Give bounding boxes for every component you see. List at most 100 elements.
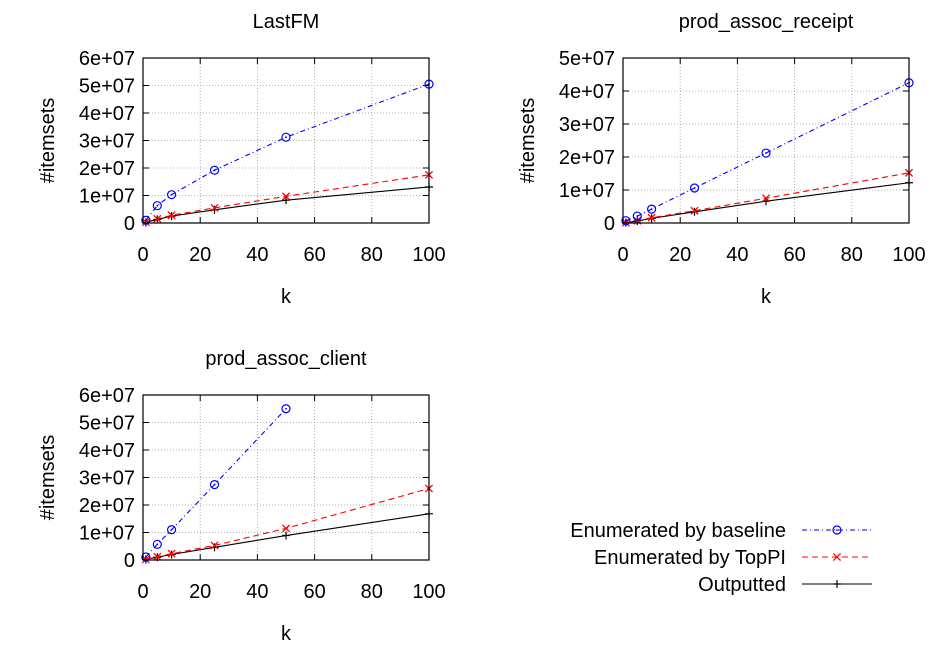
- data-point: [210, 203, 219, 212]
- series-1: [141, 404, 291, 562]
- y-tick-label: 1e+07: [79, 523, 135, 545]
- data-point-dot: [285, 136, 287, 139]
- x-tick-label: 20: [189, 244, 211, 266]
- y-tick-label: 5e+07: [79, 76, 135, 98]
- data-point-ring: [152, 201, 162, 211]
- x-axis-label: k: [281, 623, 292, 645]
- legend-label: Enumerated by TopPI: [594, 547, 786, 569]
- x-tick-label: 60: [303, 581, 325, 603]
- y-tick-label: 5e+07: [559, 48, 615, 70]
- series-2: [621, 168, 914, 227]
- y-axis-label: #itemsets: [37, 98, 59, 184]
- data-point: [141, 215, 151, 225]
- data-point-dot: [693, 187, 696, 189]
- x-tick-label: 60: [783, 244, 805, 266]
- x-tick-label: 100: [412, 581, 445, 603]
- chart-panel-3: prod_assoc_client 0 20 40 60 80 100 0 1e+07 2e+07…: [37, 348, 446, 645]
- data-point: [621, 216, 631, 226]
- legend-label: Enumerated by baseline: [570, 520, 786, 542]
- plot-frame: [142, 394, 430, 561]
- data-point: [647, 213, 656, 222]
- data-point-dot: [650, 208, 653, 211]
- chart-title: LastFM: [253, 11, 320, 33]
- data-point: [153, 214, 162, 223]
- x-tick-label: 0: [617, 244, 628, 266]
- x-axis-label: k: [281, 286, 292, 308]
- x-tick-label: 80: [361, 244, 383, 266]
- x-tick-label: 0: [137, 244, 148, 266]
- data-point: [167, 211, 176, 220]
- series-3: [141, 509, 433, 564]
- y-tick-label: 4e+07: [559, 81, 615, 103]
- data-point-ring: [646, 204, 657, 214]
- data-point-ring: [281, 404, 291, 414]
- data-point-ring: [141, 552, 151, 562]
- y-tick-label: 1e+07: [79, 186, 135, 208]
- x-tick-label: 40: [726, 244, 748, 266]
- x-tick-label: 20: [189, 581, 211, 603]
- x-tick-label: 100: [892, 244, 925, 266]
- data-point-dot: [170, 193, 173, 196]
- legend-marker-dot: [836, 529, 838, 531]
- y-tick-label: 4e+07: [79, 440, 135, 462]
- y-axis-label: #itemsets: [37, 435, 59, 521]
- data-point-ring: [281, 132, 291, 142]
- data-point-dot: [144, 556, 147, 558]
- chart-title: prod_assoc_client: [205, 348, 367, 370]
- data-point: [152, 539, 162, 549]
- y-tick-label: 0: [124, 213, 135, 235]
- data-point-ring: [167, 190, 177, 200]
- series-3: [621, 178, 913, 227]
- data-point: [281, 404, 291, 414]
- data-point: [689, 183, 700, 193]
- x-tick-label: 40: [246, 581, 268, 603]
- legend-marker: [832, 525, 842, 535]
- y-tick-label: 0: [124, 550, 135, 572]
- data-point-dot: [213, 169, 216, 172]
- data-point: [690, 207, 699, 216]
- data-point-ring: [167, 525, 177, 535]
- x-tick-label: 100: [412, 244, 445, 266]
- data-point: [281, 132, 291, 142]
- data-point-ring: [632, 211, 642, 221]
- data-point-dot: [156, 204, 159, 207]
- data-point-ring: [689, 183, 700, 193]
- data-point: [690, 206, 699, 215]
- data-point-dot: [144, 219, 147, 222]
- data-point-dot: [213, 483, 216, 486]
- data-point: [209, 165, 220, 175]
- data-point: [152, 201, 162, 211]
- legend-marker: [833, 580, 841, 588]
- y-tick-label: 2e+07: [559, 147, 615, 169]
- legend-entry-2: Enumerated by TopPI: [594, 547, 872, 569]
- data-point: [210, 541, 219, 550]
- series-line: [625, 172, 910, 224]
- data-point-ring: [761, 148, 771, 158]
- data-point-dot: [156, 543, 159, 546]
- x-tick-label: 20: [669, 244, 691, 266]
- series-line: [145, 408, 287, 558]
- legend-marker-ring: [832, 525, 842, 535]
- data-point: [282, 531, 290, 540]
- plot-frame: [622, 57, 910, 224]
- y-tick-label: 2e+07: [79, 495, 135, 517]
- data-point: [281, 524, 291, 533]
- series-2: [141, 170, 434, 227]
- data-point: [282, 196, 290, 205]
- y-tick-label: 3e+07: [559, 114, 615, 136]
- series-line: [145, 513, 430, 560]
- data-point: [646, 204, 657, 214]
- data-point-dot: [636, 215, 639, 217]
- y-axis-label: #itemsets: [517, 98, 539, 184]
- x-tick-label: 40: [246, 244, 268, 266]
- legend-entry-3: Outputted: [698, 574, 872, 596]
- series-line: [625, 182, 910, 224]
- legend-entry-1: Enumerated by baseline: [570, 520, 872, 542]
- data-point-ring: [209, 165, 220, 175]
- x-tick-label: 80: [361, 581, 383, 603]
- y-tick-label: 1e+07: [559, 180, 615, 202]
- series-1: [141, 79, 434, 225]
- y-tick-label: 0: [604, 213, 615, 235]
- y-tick-label: 3e+07: [79, 468, 135, 490]
- chart-title: prod_assoc_receipt: [679, 11, 854, 33]
